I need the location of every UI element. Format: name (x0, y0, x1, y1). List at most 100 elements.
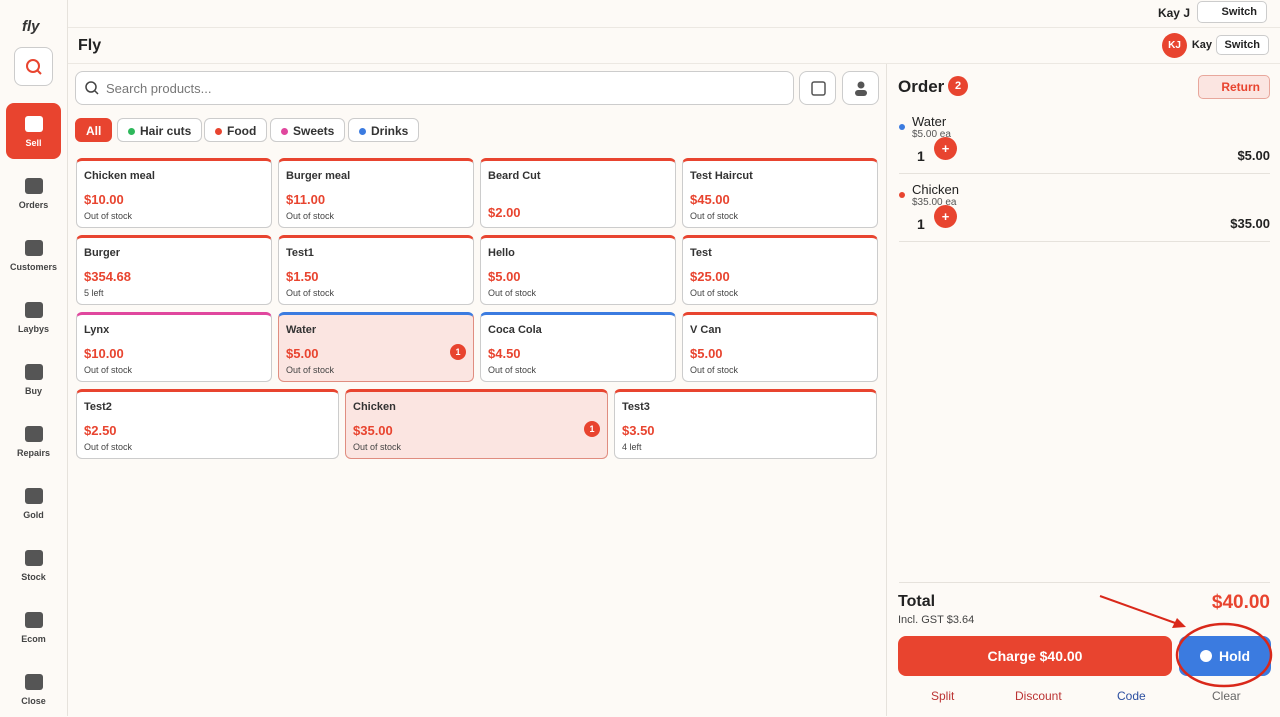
search-input[interactable]: Search products... (75, 71, 794, 105)
scan-button[interactable] (799, 71, 836, 105)
product-name: Beard Cut (488, 170, 541, 182)
product-price: $4.50 (488, 346, 521, 361)
nav-item[interactable]: Buy (6, 351, 61, 407)
product-name: Test3 (622, 401, 650, 413)
filter-chip[interactable]: Food (204, 118, 268, 142)
product-card[interactable]: V Can $5.00 Out of stock (682, 312, 878, 382)
plus-button[interactable]: + (934, 205, 957, 228)
product-card[interactable]: Lynx $10.00 Out of stock (76, 312, 272, 382)
search-icon (26, 59, 42, 75)
hold-label: Hold (1219, 648, 1251, 664)
product-card[interactable]: Hello $5.00 Out of stock (480, 235, 676, 305)
logo: fly (22, 18, 40, 35)
product-card[interactable]: Chicken meal $10.00 Out of stock (76, 158, 272, 228)
nav-item[interactable]: Repairs (6, 413, 61, 469)
product-card[interactable]: Coca Cola $4.50 Out of stock (480, 312, 676, 382)
product-card[interactable]: Chicken $35.00 Out of stock 1 (345, 389, 608, 459)
user-name: Kay (1191, 39, 1212, 51)
filter-dot (359, 128, 366, 135)
item-qty: 1 (917, 216, 925, 232)
item-total: $35.00 (1230, 216, 1270, 231)
product-card[interactable]: Test3 $3.50 4 left (614, 389, 877, 459)
return-button[interactable]: Return (1198, 75, 1270, 99)
item-unit: $35.00 ea (912, 197, 957, 208)
nav-item[interactable]: Ecom (6, 599, 61, 655)
nav-icon (24, 612, 43, 628)
filter-chip[interactable]: Drinks (348, 118, 420, 142)
action-link[interactable]: Split (931, 689, 955, 703)
product-stock: 5 left (84, 288, 104, 298)
nav-icon (24, 116, 43, 132)
user-name: Kay J (1157, 6, 1190, 20)
product-price: $10.00 (84, 346, 124, 361)
product-name: Burger (84, 247, 121, 259)
product-price: $11.00 (286, 192, 326, 207)
nav-item[interactable]: Orders (6, 165, 61, 221)
product-stock: Out of stock (84, 442, 133, 452)
product-name: Chicken (353, 401, 396, 413)
nav-icon (24, 488, 43, 504)
hold-button[interactable]: Hold (1179, 636, 1271, 676)
product-card[interactable]: Test $25.00 Out of stock (682, 235, 878, 305)
nav-item[interactable]: Laybys (6, 289, 61, 345)
nav-item[interactable]: Stock (6, 537, 61, 593)
filter-label: All (86, 124, 102, 138)
product-stock: Out of stock (286, 211, 335, 221)
action-link[interactable]: Clear (1212, 689, 1241, 703)
nav-item[interactable]: Sell (6, 103, 61, 159)
filter-label: Drinks (371, 124, 409, 138)
nav-icon (24, 674, 43, 690)
order-title: Order (898, 77, 945, 96)
filter-chip[interactable]: All (75, 118, 113, 142)
qty-badge: 1 (450, 344, 466, 360)
product-card[interactable]: Test Haircut $45.00 Out of stock (682, 158, 878, 228)
charge-button[interactable]: Charge $40.00 (898, 636, 1172, 676)
product-card[interactable]: Burger meal $11.00 Out of stock (278, 158, 474, 228)
switch-button[interactable]: Switch (1196, 1, 1267, 23)
filter-dot (215, 128, 222, 135)
product-stock: Out of stock (690, 365, 739, 375)
product-card[interactable]: Test1 $1.50 Out of stock (278, 235, 474, 305)
nav-item[interactable]: Gold (6, 475, 61, 531)
nav-label: Close (21, 696, 46, 706)
nav-item[interactable]: Close (6, 661, 61, 717)
product-price: $5.00 (488, 269, 521, 284)
product-name: Burger meal (286, 170, 351, 182)
header: Fly KJ Kay Switch (68, 28, 1280, 64)
product-card[interactable]: Burger $354.68 5 left (76, 235, 272, 305)
product-price: $25.00 (690, 269, 730, 284)
product-name: V Can (690, 324, 722, 336)
action-link[interactable]: Code (1117, 689, 1146, 703)
product-stock: Out of stock (488, 365, 537, 375)
search-button[interactable] (14, 47, 53, 86)
product-name: Test1 (286, 247, 314, 259)
product-stock: Out of stock (286, 365, 335, 375)
item-dot (899, 192, 905, 198)
nav-label: Stock (21, 572, 46, 582)
customer-button[interactable] (842, 71, 879, 105)
search-icon (85, 81, 99, 95)
filter-label: Hair cuts (140, 124, 192, 138)
total-label: Total (898, 593, 936, 610)
product-card[interactable]: Water $5.00 Out of stock 1 (278, 312, 474, 382)
nav-label: Sell (25, 138, 42, 148)
filter-chip[interactable]: Hair cuts (117, 118, 203, 142)
product-stock: Out of stock (353, 442, 402, 452)
action-link[interactable]: Discount (1015, 689, 1062, 703)
product-price: $5.00 (286, 346, 319, 361)
product-name: Test Haircut (690, 170, 753, 182)
nav-label: Laybys (17, 324, 50, 334)
product-stock: Out of stock (84, 211, 133, 221)
filter-dot (128, 128, 135, 135)
item-dot (899, 124, 905, 130)
product-card[interactable]: Beard Cut $2.00 (480, 158, 676, 228)
item-qty: 1 (917, 148, 925, 164)
nav-item[interactable]: Customers (6, 227, 61, 283)
filter-chip[interactable]: Sweets (270, 118, 346, 142)
product-name: Lynx (84, 324, 110, 336)
switch-button[interactable]: Switch (1215, 35, 1269, 55)
product-card[interactable]: Test2 $2.50 Out of stock (76, 389, 339, 459)
plus-button[interactable]: + (934, 137, 957, 160)
nav-icon (24, 550, 43, 566)
avatar: KJ (1162, 33, 1187, 58)
